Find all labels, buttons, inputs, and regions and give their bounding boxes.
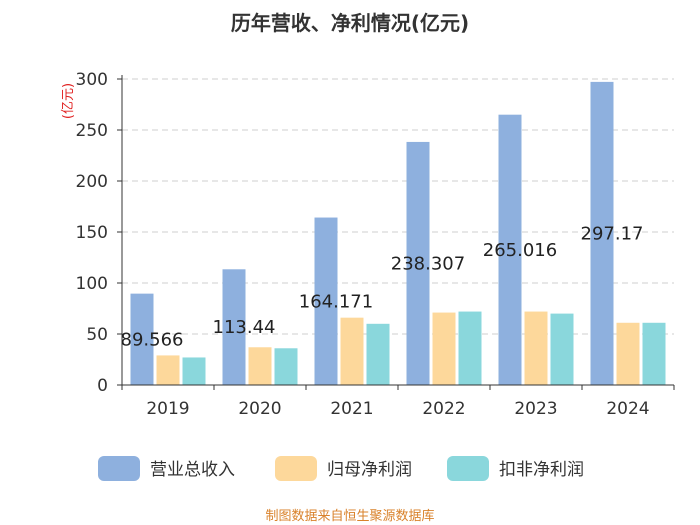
bar-2-2020 [274,348,298,385]
bar-1-2024 [616,322,640,385]
y-axis-label: (亿元) [61,83,76,119]
y-tick-label: 250 [76,121,108,141]
legend-label-2: 扣非净利润 [499,460,584,480]
bar-1-2023 [524,311,548,385]
y-tick-label: 50 [86,325,108,345]
bar-2-2022 [458,311,482,385]
bars [130,81,666,385]
gridlines [122,78,674,335]
x-tick-label: 2023 [514,399,557,419]
x-tick-label: 2024 [606,399,649,419]
y-tick-label: 100 [76,274,108,294]
bar-0-2021 [314,217,338,385]
bar-2-2024 [642,322,666,385]
bar-2-2021 [366,323,390,385]
y-tick-label: 0 [97,376,108,396]
legend-label-1: 归母净利润 [327,460,412,480]
bar-0-2020 [222,269,246,385]
bar-0-2022 [406,141,430,385]
data-label: 164.171 [299,291,373,312]
bar-0-2023 [498,114,522,385]
data-labels: 89.566 113.44 164.171 238.307 265.016 297.17 [121,223,644,350]
y-tick-label: 150 [76,223,108,243]
data-label: 297.17 [581,223,644,244]
y-tick-label: 200 [76,172,108,192]
legend: 营业总收入 归母净利润 扣非净利润 [98,456,584,481]
legend-swatch-1 [275,456,317,481]
bar-0-2019 [130,293,154,385]
legend-label-0: 营业总收入 [150,460,235,480]
bar-2-2023 [550,313,574,385]
bar-1-2019 [156,355,180,385]
legend-swatch-0 [98,456,140,481]
x-tick-label: 2019 [146,399,189,419]
x-tick-label: 2021 [330,399,373,419]
bar-1-2021 [340,317,364,385]
x-tick-label: 2020 [238,399,281,419]
y-ticks: 0 50 100 150 200 250 300 [76,70,123,396]
bar-1-2022 [432,312,456,385]
x-ticks: 2019 2020 2021 2022 2023 2024 [121,385,675,419]
data-label: 89.566 [121,329,184,350]
data-label: 113.44 [213,317,276,338]
x-tick-label: 2022 [422,399,465,419]
bar-1-2020 [248,347,272,385]
data-label: 238.307 [391,253,465,274]
bar-2-2019 [182,357,206,385]
y-tick-label: 300 [76,70,108,90]
source-footnote: 制图数据来自恒生聚源数据库 [265,509,435,524]
bar-0-2024 [590,81,614,385]
legend-swatch-2 [447,456,489,481]
chart-title: 历年营收、净利情况(亿元) [231,11,469,35]
data-label: 265.016 [483,240,557,261]
